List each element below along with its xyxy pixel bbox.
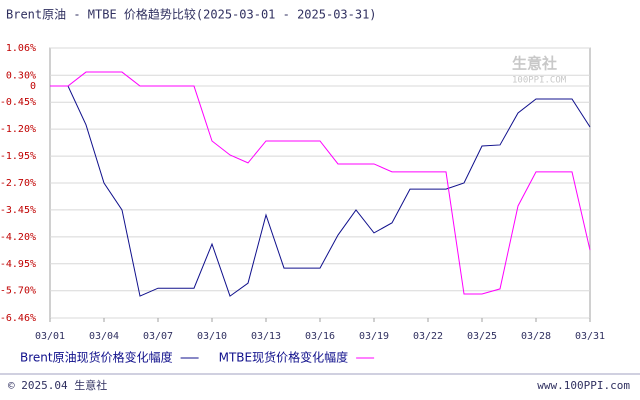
legend-label: MTBE现货价格变化幅度 <box>219 350 349 365</box>
legend-label: Brent原油现货价格变化幅度 <box>20 350 173 365</box>
x-tick-label: 03/16 <box>305 331 335 342</box>
x-tick-label: 03/28 <box>521 331 551 342</box>
x-tick-label: 03/01 <box>35 331 65 342</box>
y-tick-label: 0.30% <box>6 70 36 81</box>
footer-left: © 2025.04 生意社 <box>8 378 107 392</box>
footer-right: www.100PPI.com <box>537 379 630 392</box>
series-line <box>50 71 591 295</box>
x-tick-label: 03/10 <box>197 331 227 342</box>
y-tick-label: -4.95% <box>0 259 36 270</box>
y-tick-label: -2.70% <box>0 178 36 189</box>
y-tick-label: -4.20% <box>0 232 36 243</box>
y-tick-label: -5.70% <box>0 286 36 297</box>
x-tick-label: 03/22 <box>413 331 443 342</box>
y-tick-label: 0 <box>30 81 36 92</box>
y-tick-label: -1.95% <box>0 151 36 162</box>
watermark: 100PPI.COM <box>512 76 567 86</box>
y-tick-label: -6.46% <box>0 313 36 324</box>
y-tick-label: 1.06% <box>6 43 36 54</box>
series-line <box>50 85 591 297</box>
x-tick-label: 03/04 <box>89 331 119 342</box>
x-tick-label: 03/19 <box>359 331 389 342</box>
watermark: 生意社 <box>512 55 557 73</box>
y-tick-label: -1.20% <box>0 124 36 135</box>
x-tick-label: 03/31 <box>575 331 605 342</box>
x-tick-label: 03/07 <box>143 331 173 342</box>
y-tick-label: -3.45% <box>0 205 36 216</box>
chart-title: Brent原油 - MTBE 价格趋势比较(2025-03-01 - 2025-… <box>6 7 377 22</box>
x-tick-label: 03/25 <box>467 331 497 342</box>
y-tick-label: -0.45% <box>0 97 36 108</box>
x-tick-label: 03/13 <box>251 331 281 342</box>
